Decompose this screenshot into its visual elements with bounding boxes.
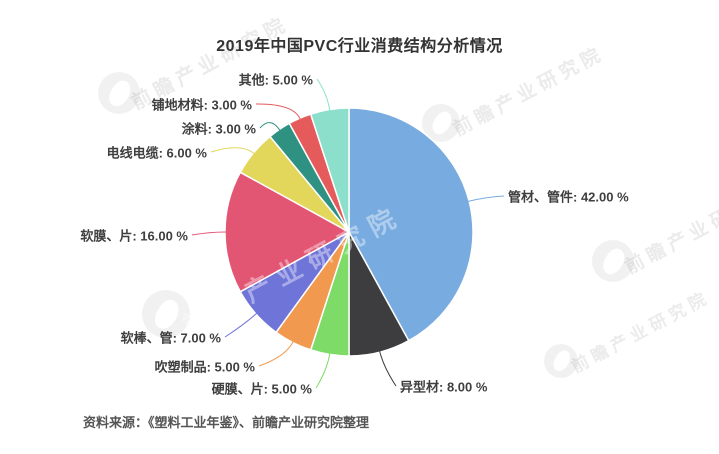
pie-label-line [191,231,227,236]
pie-label-line [224,312,258,338]
pie-label-line [259,122,281,131]
pie-label: 软膜、片: 16.00 % [80,228,188,244]
pie-label: 电线电缆: 6.00 % [106,145,207,161]
pie-label-line [316,78,331,111]
pie-label: 软棒、管: 7.00 % [120,330,221,346]
pie-label: 其他: 5.00 % [238,72,313,88]
source-note: 资料来源：《塑料工业年鉴》、前瞻产业研究院整理 [83,415,370,430]
pie-label-line [379,350,397,387]
pie-label: 涂料: 3.00 % [181,121,256,137]
pie-label-line [210,147,255,154]
pie-label: 铺地材料: 3.00 % [151,97,252,113]
pie-label-line [315,353,331,389]
pie-label: 硬膜、片: 5.00 % [211,381,312,397]
pie-label: 吹塑制品: 5.00 % [154,359,255,375]
pie-label: 管材、管件: 42.00 % [508,189,629,205]
pie-label: 异型材: 8.00 % [400,379,488,395]
pie-label-line [467,195,505,202]
pie-label-line [258,341,294,367]
chart-title: 2019年中国PVC行业消费结构分析情况 [216,38,503,55]
pie-label-line [255,103,301,120]
